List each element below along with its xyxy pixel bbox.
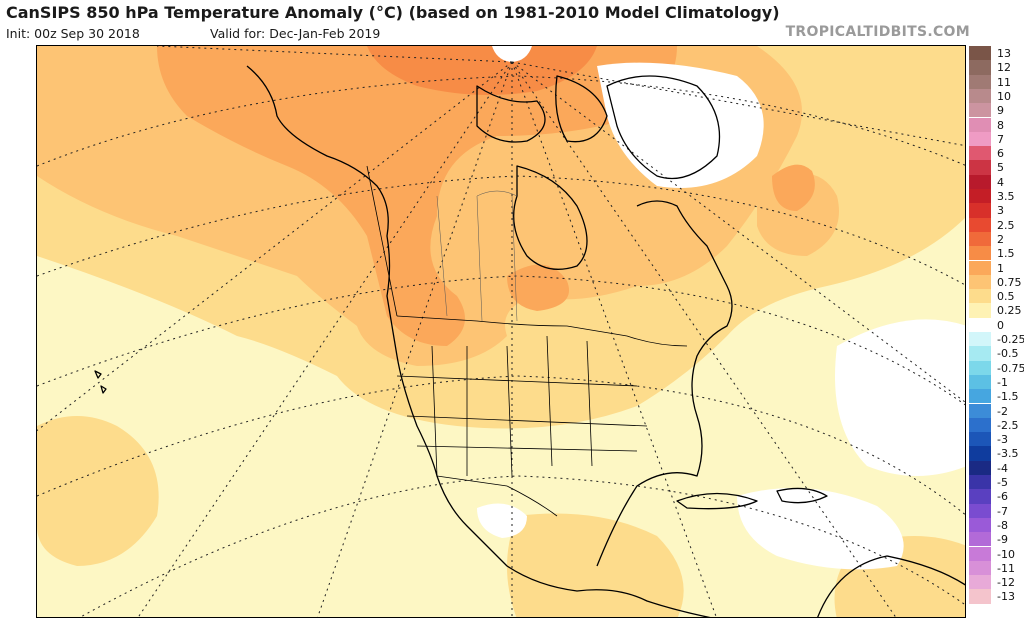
legend-label: 4: [997, 175, 1004, 189]
legend-swatch: [969, 532, 991, 547]
legend-label: 1.5: [997, 247, 1015, 261]
legend-label: -2.5: [997, 418, 1019, 432]
legend-label: -9: [997, 533, 1008, 547]
valid-period: Valid for: Dec-Jan-Feb 2019: [210, 26, 381, 41]
legend-swatch: [969, 460, 991, 475]
legend-label: 9: [997, 104, 1004, 118]
legend-swatch: [969, 446, 991, 461]
legend-label: -1.5: [997, 390, 1019, 404]
legend-label: 2: [997, 232, 1004, 246]
legend-swatch: [969, 117, 991, 132]
legend-swatch: [969, 88, 991, 104]
legend-label: -6: [997, 490, 1008, 504]
legend-label: 8: [997, 118, 1004, 132]
legend-label: -0.75: [997, 361, 1024, 375]
neutral-zone-greenland: [597, 62, 764, 188]
legend-label: 13: [997, 47, 1011, 60]
legend-label: 3.5: [997, 190, 1015, 203]
legend-swatch: [969, 160, 991, 175]
province-borders: [436, 190, 518, 322]
legend-swatch: [969, 131, 991, 147]
legend-swatch: [969, 246, 991, 261]
legend-label: 7: [997, 132, 1004, 146]
legend-label: 0.75: [997, 275, 1022, 289]
legend-swatch: [969, 432, 991, 447]
legend-swatch: [969, 289, 991, 304]
legend-swatch: [969, 303, 991, 318]
legend-swatch: [969, 589, 991, 604]
legend-label: 2.5: [997, 218, 1015, 232]
map-title: CanSIPS 850 hPa Temperature Anomaly (°C)…: [6, 3, 780, 22]
legend-swatch: [969, 546, 991, 561]
neutral-zone-pole: [492, 46, 532, 62]
legend-swatch: [969, 403, 991, 418]
legend-swatch: [969, 174, 991, 189]
legend-swatch: [969, 260, 991, 275]
legend-swatch: [969, 46, 991, 61]
legend-swatch: [969, 360, 991, 375]
legend-label: -8: [997, 518, 1008, 532]
anomaly-zone-2: [367, 46, 597, 95]
anomaly-zone-0-75-west: [37, 416, 159, 566]
legend-swatch: [969, 332, 991, 347]
legend-swatch: [969, 560, 991, 576]
legend-label: -7: [997, 504, 1008, 518]
legend-label: 5: [997, 161, 1004, 175]
legend-label: 11: [997, 75, 1011, 89]
init-time: Init: 00z Sep 30 2018: [6, 26, 140, 41]
legend-swatch: [969, 346, 991, 361]
legend-swatch: [969, 217, 991, 232]
anomaly-map: [36, 45, 966, 618]
legend-swatch: [969, 503, 991, 518]
anomaly-zone-0-75-south: [507, 513, 684, 617]
legend-label: -3.5: [997, 447, 1019, 461]
legend-label: -1: [997, 375, 1008, 389]
legend-swatch: [969, 74, 991, 89]
legend-swatch: [969, 189, 991, 204]
neutral-zone-atlantic: [835, 319, 965, 476]
legend-swatch: [969, 231, 991, 247]
legend-swatch: [969, 317, 991, 332]
legend-label: 1: [997, 261, 1004, 275]
legend-label: 6: [997, 147, 1004, 161]
legend-label: 3: [997, 204, 1004, 218]
site-brand: TROPICALTIDBITS.COM: [785, 24, 970, 40]
anomaly-zone-1-5-atlantic: [772, 164, 815, 211]
legend-label: 0.5: [997, 290, 1015, 304]
legend-swatch: [969, 103, 991, 118]
legend-label: -11: [997, 561, 1015, 575]
legend-label: -10: [997, 547, 1015, 561]
legend-swatch: [969, 389, 991, 404]
legend-label: -3: [997, 433, 1008, 447]
legend-swatch: [969, 203, 991, 218]
neutral-zone-mexico: [477, 503, 527, 538]
anomaly-zone-1-5: [157, 46, 677, 346]
legend-label: 10: [997, 89, 1011, 103]
legend-swatch: [969, 417, 991, 433]
legend-label: -12: [997, 576, 1015, 590]
legend-swatch: [969, 475, 991, 490]
neutral-zone-caribbean: [737, 488, 904, 570]
legend-label: -4: [997, 461, 1008, 475]
legend-label: 12: [997, 61, 1011, 75]
legend-label: -13: [997, 590, 1015, 604]
legend-swatch: [969, 517, 991, 533]
political-borders: [366, 165, 688, 517]
legend-swatch: [969, 575, 991, 590]
color-legend: [969, 46, 991, 604]
legend-swatch: [969, 489, 991, 504]
coastlines: [94, 65, 965, 617]
legend-swatch: [969, 146, 991, 161]
legend-label: 0.25: [997, 304, 1022, 318]
legend-label: 0: [997, 318, 1004, 332]
graticule: [37, 46, 965, 617]
legend-swatch: [969, 274, 991, 290]
legend-swatch: [969, 60, 991, 75]
legend-label: -0.5: [997, 347, 1019, 361]
legend-label: -2: [997, 404, 1008, 418]
legend-label: -5: [997, 476, 1008, 489]
legend-label: -0.25: [997, 333, 1024, 346]
legend-swatch: [969, 374, 991, 390]
